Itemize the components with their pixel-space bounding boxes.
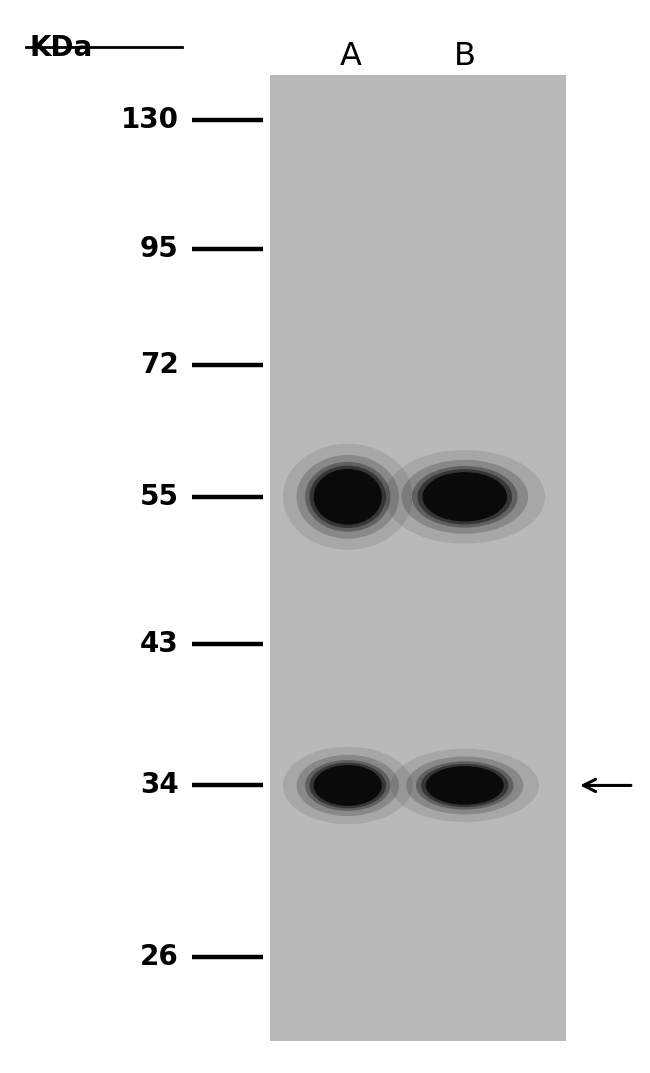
Ellipse shape xyxy=(416,762,514,809)
Ellipse shape xyxy=(412,466,517,528)
Ellipse shape xyxy=(426,766,504,805)
Ellipse shape xyxy=(422,472,507,521)
Ellipse shape xyxy=(283,747,413,824)
Ellipse shape xyxy=(309,466,386,528)
Text: KDa: KDa xyxy=(29,34,92,62)
Ellipse shape xyxy=(283,444,413,549)
Text: 43: 43 xyxy=(140,630,179,658)
Ellipse shape xyxy=(305,760,391,811)
Text: 34: 34 xyxy=(140,771,179,799)
Ellipse shape xyxy=(305,461,391,531)
Ellipse shape xyxy=(402,459,528,534)
Text: A: A xyxy=(340,41,362,72)
Bar xyxy=(270,75,566,1041)
Ellipse shape xyxy=(391,749,539,822)
Ellipse shape xyxy=(313,469,382,525)
Text: 26: 26 xyxy=(140,943,179,971)
Text: 72: 72 xyxy=(140,351,179,379)
Ellipse shape xyxy=(296,755,399,815)
Text: 130: 130 xyxy=(121,106,179,134)
Text: 55: 55 xyxy=(140,483,179,511)
Ellipse shape xyxy=(421,764,508,807)
Ellipse shape xyxy=(309,763,386,808)
Ellipse shape xyxy=(406,756,523,814)
Text: B: B xyxy=(454,41,476,72)
Ellipse shape xyxy=(417,469,512,525)
Ellipse shape xyxy=(296,455,399,539)
Ellipse shape xyxy=(313,765,382,806)
Text: 95: 95 xyxy=(140,235,179,263)
Ellipse shape xyxy=(385,450,545,544)
